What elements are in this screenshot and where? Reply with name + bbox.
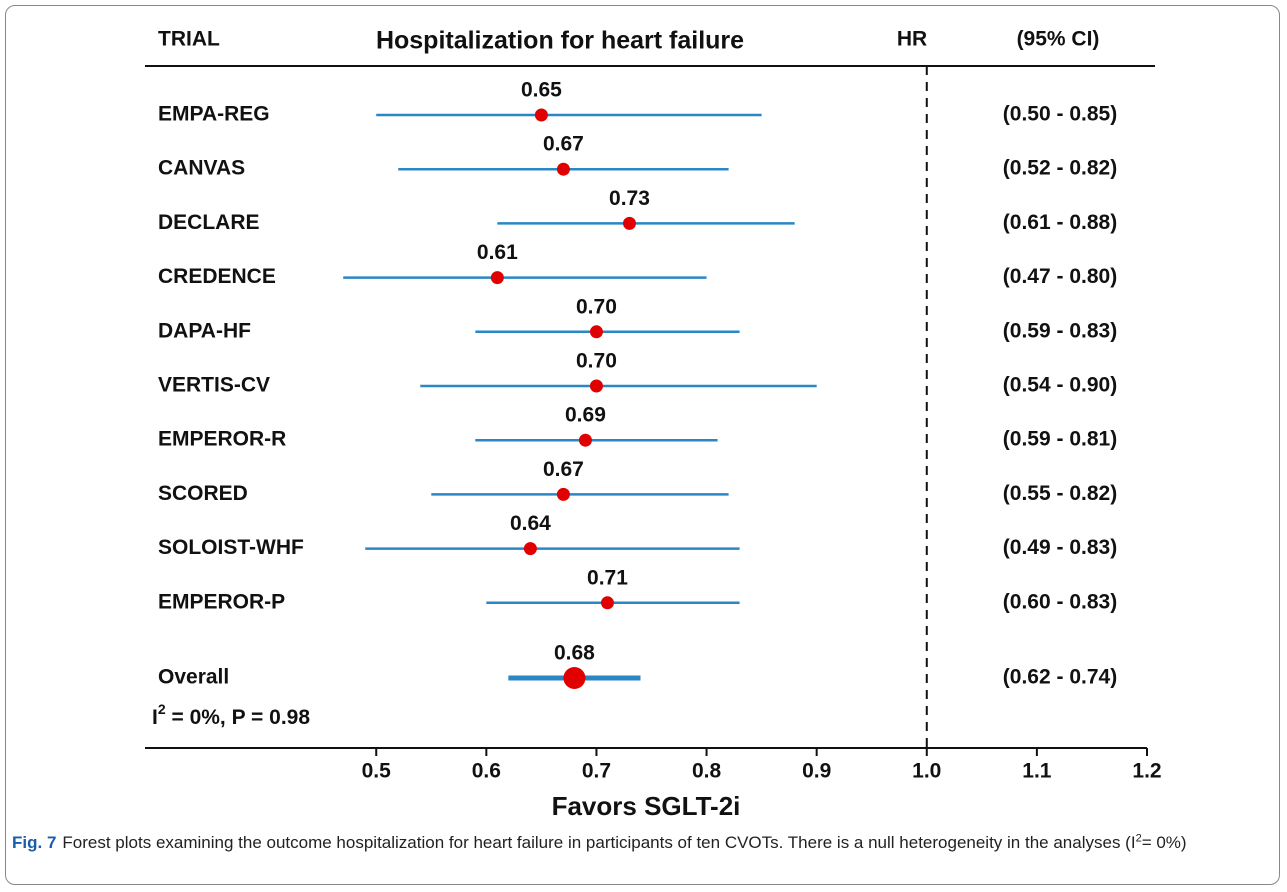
ci-label: (0.49 - 0.83) — [1003, 536, 1117, 559]
caption-text-end: = 0%) — [1141, 833, 1187, 852]
trial-label: DAPA-HF — [158, 319, 251, 342]
x-tick-label: 0.5 — [362, 760, 392, 783]
ci-label: (0.50 - 0.85) — [1003, 103, 1117, 126]
trial-header: TRIAL — [158, 28, 220, 51]
hr-label: 0.71 — [587, 566, 628, 589]
ci-label: (0.47 - 0.80) — [1003, 265, 1117, 288]
trial-label: EMPA-REG — [158, 103, 270, 126]
x-tick-label: 0.8 — [692, 760, 722, 783]
ci-header: (95% CI) — [1017, 28, 1100, 51]
trial-label: EMPEROR-P — [158, 590, 285, 613]
hr-label: 0.70 — [576, 295, 617, 318]
hr-point — [589, 379, 603, 393]
hr-label: 0.69 — [565, 404, 606, 427]
ci-label: (0.60 - 0.83) — [1003, 590, 1117, 613]
ci-label: (0.55 - 0.82) — [1003, 482, 1117, 505]
trial-label: SOLOIST-WHF — [158, 536, 304, 559]
hr-point — [556, 487, 570, 501]
x-tick-label: 1.0 — [912, 760, 941, 783]
x-axis-label: Favors SGLT-2i — [552, 791, 741, 821]
ci-label: (0.52 - 0.82) — [1003, 157, 1117, 180]
ci-label: (0.54 - 0.90) — [1003, 374, 1117, 397]
hr-label: 0.70 — [576, 350, 617, 373]
het-superscript: 2 — [158, 701, 166, 717]
ci-label: (0.59 - 0.83) — [1003, 319, 1117, 342]
hr-point — [556, 162, 570, 176]
caption: Fig. 7 Forest plots examining the outcome… — [12, 830, 1277, 855]
x-tick-label: 1.2 — [1132, 760, 1161, 783]
chart-title: Hospitalization for heart failure — [376, 27, 744, 55]
het-symbol: I — [152, 706, 158, 729]
caption-superscript: 2 — [1135, 832, 1142, 845]
het-text: = 0%, P = 0.98 — [166, 706, 311, 729]
hr-point — [578, 433, 592, 447]
hr-label: 0.67 — [543, 458, 584, 481]
hr-label: 0.68 — [554, 642, 595, 665]
hr-point — [589, 325, 603, 339]
hr-point — [600, 596, 614, 610]
x-tick-label: 1.1 — [1022, 760, 1052, 783]
hr-label: 0.73 — [609, 187, 650, 210]
figure-frame — [5, 5, 1280, 885]
hr-point — [563, 667, 586, 689]
trial-label: Overall — [158, 666, 229, 689]
hr-label: 0.61 — [477, 241, 518, 264]
trial-label: EMPEROR-R — [158, 428, 286, 451]
trial-label: DECLARE — [158, 211, 260, 234]
heterogeneity: I2 = 0%, P = 0.98 — [152, 701, 310, 729]
trial-label: CREDENCE — [158, 265, 276, 288]
caption-label: Fig. 7 — [12, 833, 57, 852]
chart: TRIAL Hospitalization for heart failure … — [145, 27, 1162, 821]
x-tick-label: 0.7 — [582, 760, 611, 783]
ci-label: (0.62 - 0.74) — [1003, 666, 1117, 689]
hr-point — [490, 271, 504, 285]
ci-label: (0.61 - 0.88) — [1003, 211, 1117, 234]
trial-label: CANVAS — [158, 157, 245, 180]
trial-label: SCORED — [158, 482, 248, 505]
hr-label: 0.67 — [543, 133, 584, 156]
ci-label: (0.59 - 0.81) — [1003, 428, 1117, 451]
hr-label: 0.64 — [510, 512, 551, 535]
caption-text: Forest plots examining the outcome hospi… — [62, 833, 1136, 852]
hr-header: HR — [897, 28, 927, 51]
hr-point — [523, 542, 537, 556]
hr-label: 0.65 — [521, 79, 562, 102]
x-tick-label: 0.6 — [472, 760, 501, 783]
hr-point — [622, 216, 636, 230]
hr-point — [534, 108, 548, 122]
x-tick-label: 0.9 — [802, 760, 831, 783]
trial-label: VERTIS-CV — [158, 374, 270, 397]
